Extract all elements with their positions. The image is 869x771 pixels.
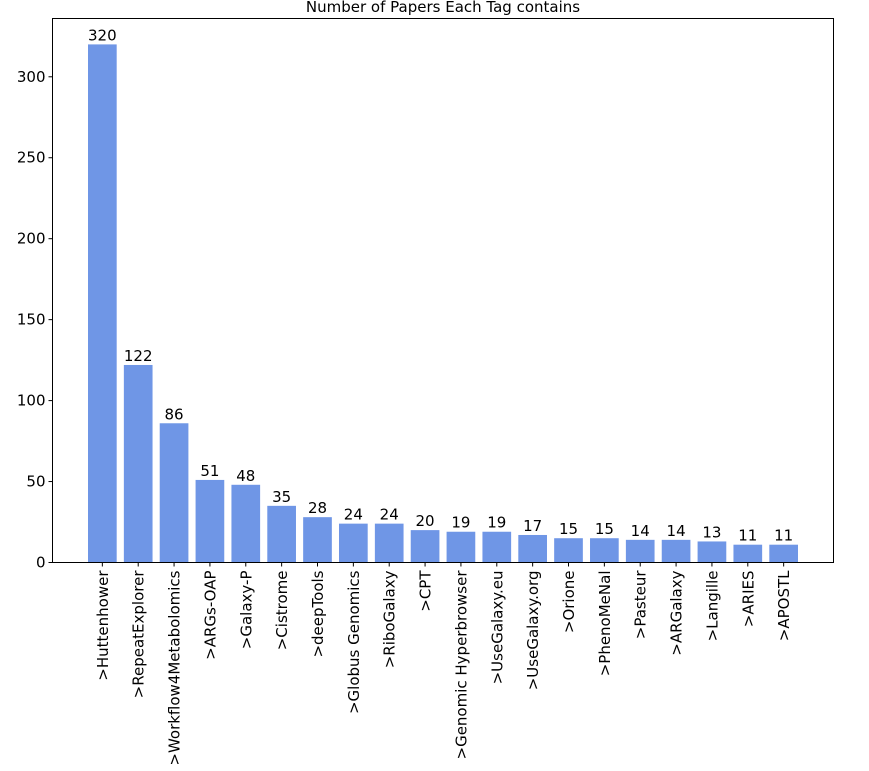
chart-title: Number of Papers Each Tag contains [306,0,580,16]
plot-frame [52,18,834,563]
data-label: 35 [272,488,291,506]
data-label: 11 [774,527,793,545]
bar [88,44,117,563]
data-label: 15 [559,520,578,538]
data-label: 19 [451,514,470,532]
data-label: 320 [88,26,117,44]
data-label: 24 [380,506,399,524]
bar [374,523,404,563]
data-label: 14 [631,522,650,540]
y-tick-label: 0 [36,554,46,572]
bar [697,541,727,563]
bar [769,544,798,563]
y-tick-label: 50 [26,473,45,491]
bar [482,531,512,563]
x-tick-label: >Workflow4Metabolomics [166,570,184,765]
data-label: 13 [702,523,721,541]
bar [303,517,332,563]
data-label: 28 [308,499,327,517]
bar [123,364,153,563]
data-label: 17 [523,517,542,535]
y-tick-label: 100 [17,392,46,410]
y-tick-label: 150 [17,311,46,329]
bar [410,530,440,563]
data-label: 24 [344,506,363,524]
data-label: 122 [124,347,153,365]
y-tick-label: 250 [17,149,46,167]
bar [518,534,547,563]
x-tick-label: >Genomic Hyperbrowser [452,570,470,760]
x-tick-label: >UseGalaxy.org [524,571,542,691]
bar [625,539,655,563]
data-label: 11 [738,527,757,545]
bar [661,539,691,563]
x-tick-label: >CPT [417,570,435,612]
y-tick-label: 300 [17,68,46,86]
bar [339,523,368,563]
x-tick-label: >Cistrome [273,571,291,651]
x-tick-label: >ARGs-OAP [201,571,219,660]
x-tick-label: >RiboGalaxy [381,570,399,668]
x-tick-label: >ARGalaxy [668,570,686,655]
data-label: 19 [487,514,506,532]
x-tick-label: >deepTools [309,570,327,657]
bar [446,531,476,563]
bar [590,538,619,563]
x-tick-label: >RepeatExplorer [130,570,148,699]
x-tick-label: >Orione [560,571,578,634]
data-label: 20 [416,512,435,530]
x-tick-label: >Galaxy-P [237,571,255,650]
bar [231,484,261,563]
x-tick-label: >Huttenhower [94,570,112,681]
x-tick-label: >Langille [703,571,721,642]
y-tick-label: 200 [17,230,46,248]
bar [159,423,189,563]
bar [195,479,225,563]
bar [554,538,583,563]
data-label: 51 [200,462,219,480]
x-tick-label: >Pasteur [632,570,650,640]
bar [267,505,296,563]
data-label: 14 [667,522,686,540]
data-label: 48 [236,467,255,485]
x-tick-label: >Globus Genomics [345,570,363,714]
data-label: 15 [595,520,614,538]
data-label: 86 [165,405,184,423]
x-tick-label: >PhenoMeNal [596,571,614,677]
x-tick-label: >UseGalaxy.eu [488,571,506,685]
x-tick-label: >APOSTL [775,570,793,641]
x-tick-label: >ARIES [739,571,757,628]
bar [733,544,763,563]
